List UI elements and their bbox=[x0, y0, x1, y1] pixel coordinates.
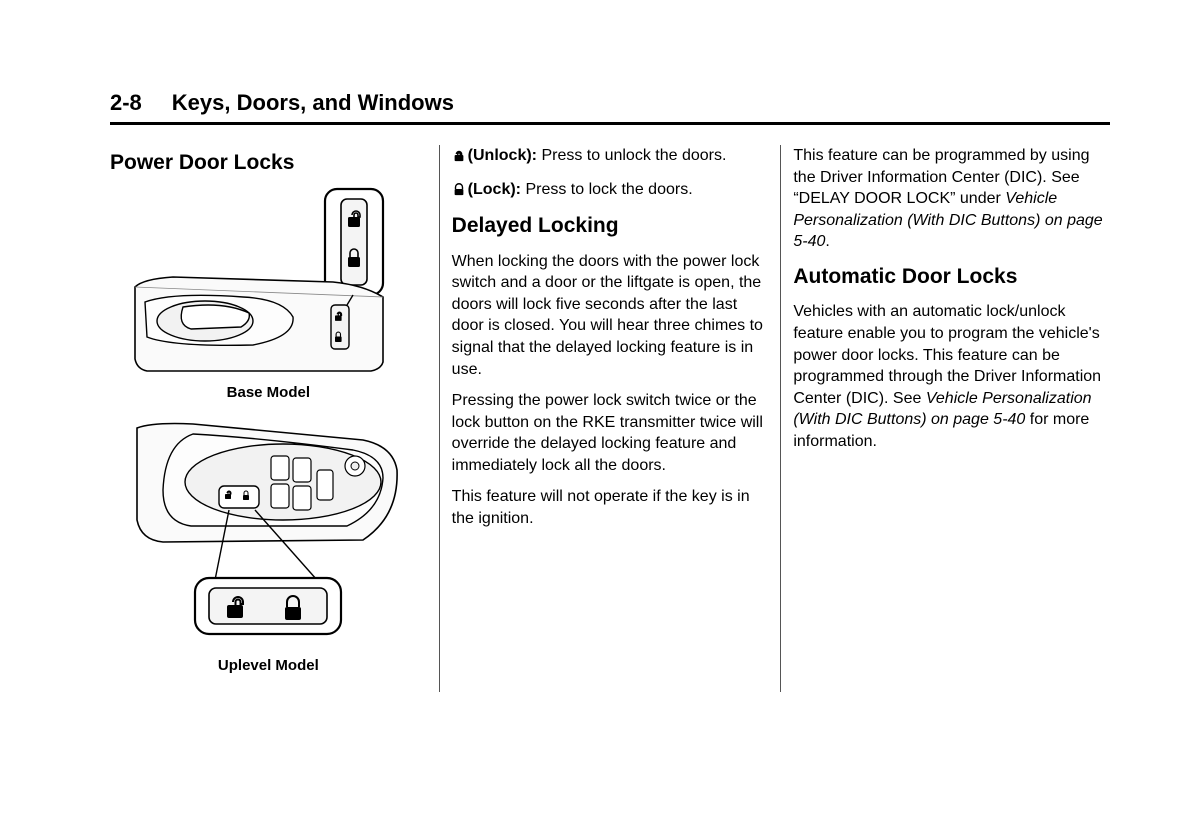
delayed-locking-heading: Delayed Locking bbox=[452, 212, 769, 240]
unlock-text: Press to unlock the doors. bbox=[537, 147, 726, 164]
content-columns: Power Door Locks bbox=[110, 145, 1110, 692]
lock-text: Press to lock the doors. bbox=[521, 181, 693, 198]
unlock-label: (Unlock): bbox=[468, 147, 537, 164]
unlock-definition: (Unlock): Press to unlock the doors. bbox=[452, 145, 769, 169]
power-door-locks-heading: Power Door Locks bbox=[110, 149, 427, 177]
lock-label: (Lock): bbox=[468, 181, 521, 198]
door-panel-uplevel-illustration bbox=[133, 420, 403, 650]
column-3: This feature can be programmed by using … bbox=[781, 145, 1110, 692]
caption-uplevel-model: Uplevel Model bbox=[110, 656, 427, 676]
lock-icon bbox=[452, 181, 466, 203]
delayed-locking-p3: This feature will not operate if the key… bbox=[452, 486, 769, 529]
door-panel-base-illustration bbox=[133, 187, 403, 377]
caption-base-model: Base Model bbox=[110, 383, 427, 403]
p1-text-b: . bbox=[825, 233, 829, 250]
lock-definition: (Lock): Press to lock the doors. bbox=[452, 179, 769, 203]
delayed-locking-p1: When locking the doors with the power lo… bbox=[452, 251, 769, 381]
chapter-title: Keys, Doors, and Windows bbox=[172, 90, 454, 116]
page-header: 2-8 Keys, Doors, and Windows bbox=[110, 90, 1110, 125]
column-2: (Unlock): Press to unlock the doors. (Lo… bbox=[440, 145, 782, 692]
figure-uplevel-model bbox=[110, 420, 427, 650]
unlock-icon bbox=[452, 147, 466, 169]
automatic-door-locks-heading: Automatic Door Locks bbox=[793, 263, 1110, 291]
automatic-door-locks-p: Vehicles with an automatic lock/unlock f… bbox=[793, 301, 1110, 452]
figure-base-model bbox=[110, 187, 427, 377]
page-number: 2-8 bbox=[110, 90, 142, 116]
column-1: Power Door Locks bbox=[110, 145, 440, 692]
dic-reference-p1: This feature can be programmed by using … bbox=[793, 145, 1110, 253]
delayed-locking-p2: Pressing the power lock switch twice or … bbox=[452, 390, 769, 476]
